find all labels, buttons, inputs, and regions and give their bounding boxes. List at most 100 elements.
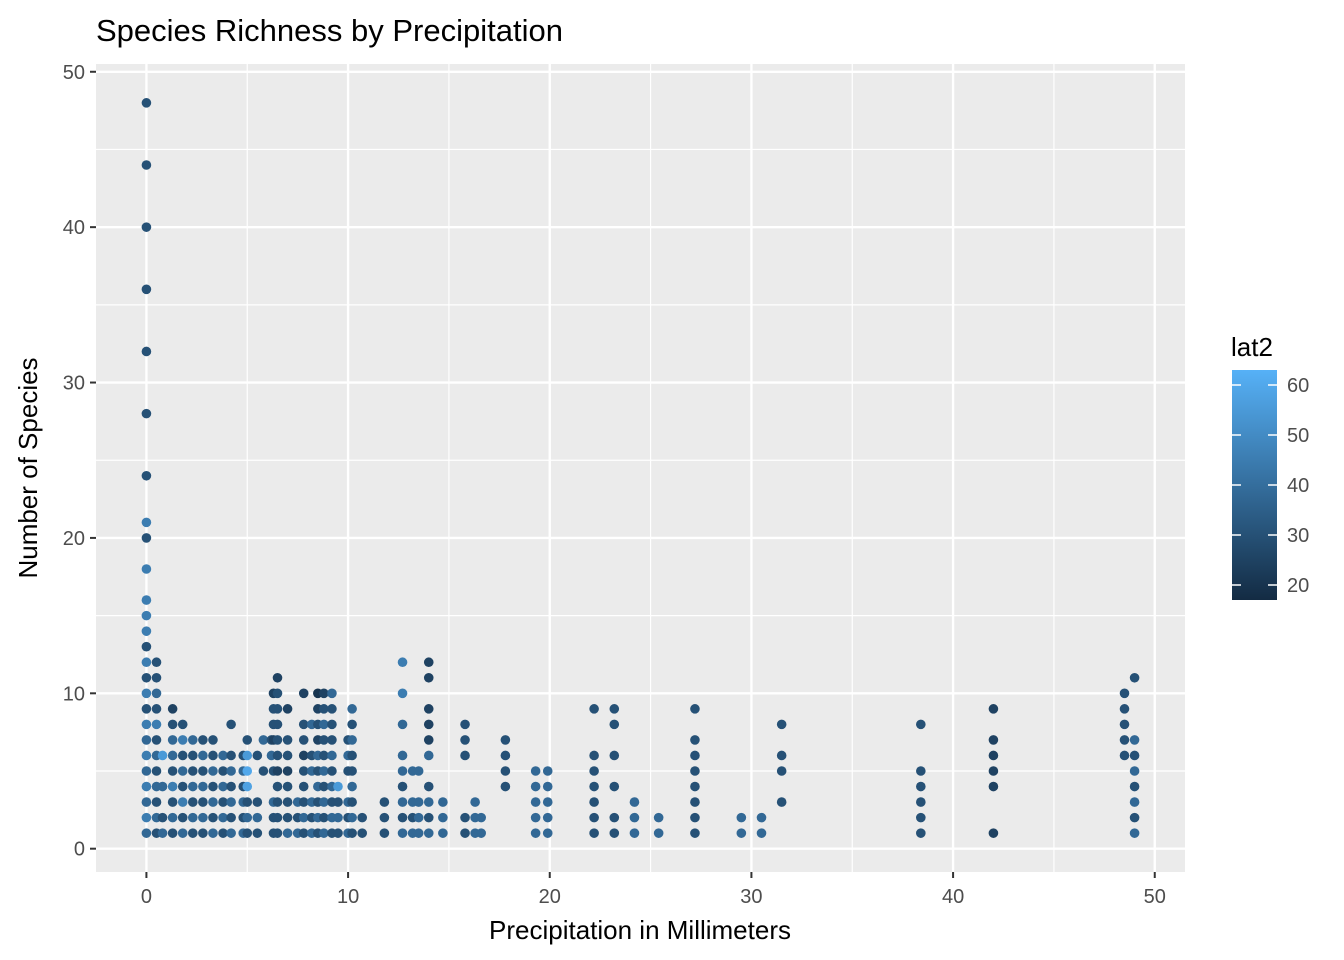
data-point (141, 408, 152, 419)
data-point (423, 735, 434, 745)
data-point (198, 812, 208, 823)
data-point (1119, 750, 1130, 761)
data-point (397, 812, 408, 823)
data-point (141, 641, 152, 652)
data-point (653, 828, 664, 838)
data-point (272, 828, 283, 838)
data-point (282, 750, 293, 761)
data-point (438, 812, 448, 823)
x-tick-label: 0 (141, 886, 152, 908)
data-point (690, 781, 700, 792)
data-point (208, 750, 218, 761)
y-tick-label: 50 (63, 62, 85, 84)
data-point (272, 688, 283, 699)
data-point (690, 704, 700, 714)
data-point (319, 704, 329, 714)
data-point (272, 750, 283, 761)
data-point (542, 812, 553, 823)
data-point (776, 750, 787, 761)
data-point (347, 812, 357, 823)
y-tick-label: 0 (74, 839, 85, 861)
data-point (141, 533, 152, 543)
data-point (188, 750, 198, 761)
data-point (208, 797, 218, 807)
data-point (397, 828, 408, 838)
data-point (690, 797, 700, 807)
data-point (1129, 812, 1140, 823)
data-point (379, 828, 390, 838)
data-point (460, 828, 470, 838)
data-point (242, 797, 253, 807)
data-point (333, 797, 343, 807)
data-point (151, 672, 162, 683)
data-point (1129, 672, 1140, 683)
data-point (423, 719, 434, 730)
data-point (208, 812, 218, 823)
data-point (629, 828, 640, 838)
data-point (198, 781, 208, 792)
data-point (460, 750, 470, 761)
data-point (988, 750, 999, 761)
data-point (167, 812, 178, 823)
data-point (327, 750, 337, 761)
data-point (188, 812, 198, 823)
data-point (298, 719, 309, 730)
data-point (272, 797, 283, 807)
data-point (141, 346, 152, 357)
data-point (589, 781, 599, 792)
x-axis-title: Precipitation in Millimeters (489, 915, 791, 945)
data-point (1129, 766, 1140, 776)
data-point (589, 797, 599, 807)
data-point (756, 828, 767, 838)
data-point (438, 797, 448, 807)
data-point (319, 766, 329, 776)
data-point (167, 828, 178, 838)
data-point (1129, 797, 1140, 807)
data-point (423, 657, 434, 668)
data-point (423, 672, 434, 683)
data-point (151, 719, 162, 730)
data-point (1119, 688, 1130, 699)
data-point (357, 828, 368, 838)
data-point (589, 828, 599, 838)
data-point (226, 781, 236, 792)
data-point (141, 564, 152, 574)
legend-tick-label: 50 (1287, 425, 1309, 447)
data-point (530, 766, 541, 776)
data-point (252, 797, 263, 807)
legend-tick-label: 30 (1287, 525, 1309, 547)
data-point (177, 797, 188, 807)
x-tick-label: 10 (337, 886, 359, 908)
data-point (208, 766, 218, 776)
data-point (208, 781, 218, 792)
data-point (1129, 750, 1140, 761)
data-point (272, 672, 283, 683)
data-point (141, 781, 152, 792)
data-point (226, 719, 236, 730)
data-point (347, 766, 357, 776)
data-point (1129, 781, 1140, 792)
data-point (157, 750, 168, 761)
data-point (218, 797, 228, 807)
data-point (460, 735, 470, 745)
data-point (141, 284, 152, 295)
data-point (151, 657, 162, 668)
data-point (500, 766, 511, 776)
data-point (609, 781, 620, 792)
data-point (1119, 719, 1130, 730)
data-point (218, 781, 228, 792)
data-point (167, 704, 178, 714)
data-point (327, 735, 337, 745)
data-point (397, 657, 408, 668)
data-point (379, 797, 390, 807)
data-point (690, 828, 700, 838)
data-point (500, 735, 511, 745)
data-point (333, 781, 343, 792)
data-point (157, 781, 168, 792)
data-point (242, 781, 253, 792)
data-point (423, 828, 434, 838)
data-point (327, 719, 337, 730)
data-point (177, 750, 188, 761)
x-axis-ticks: 0 10 20 30 40 50 (141, 872, 1166, 908)
data-point (916, 797, 926, 807)
